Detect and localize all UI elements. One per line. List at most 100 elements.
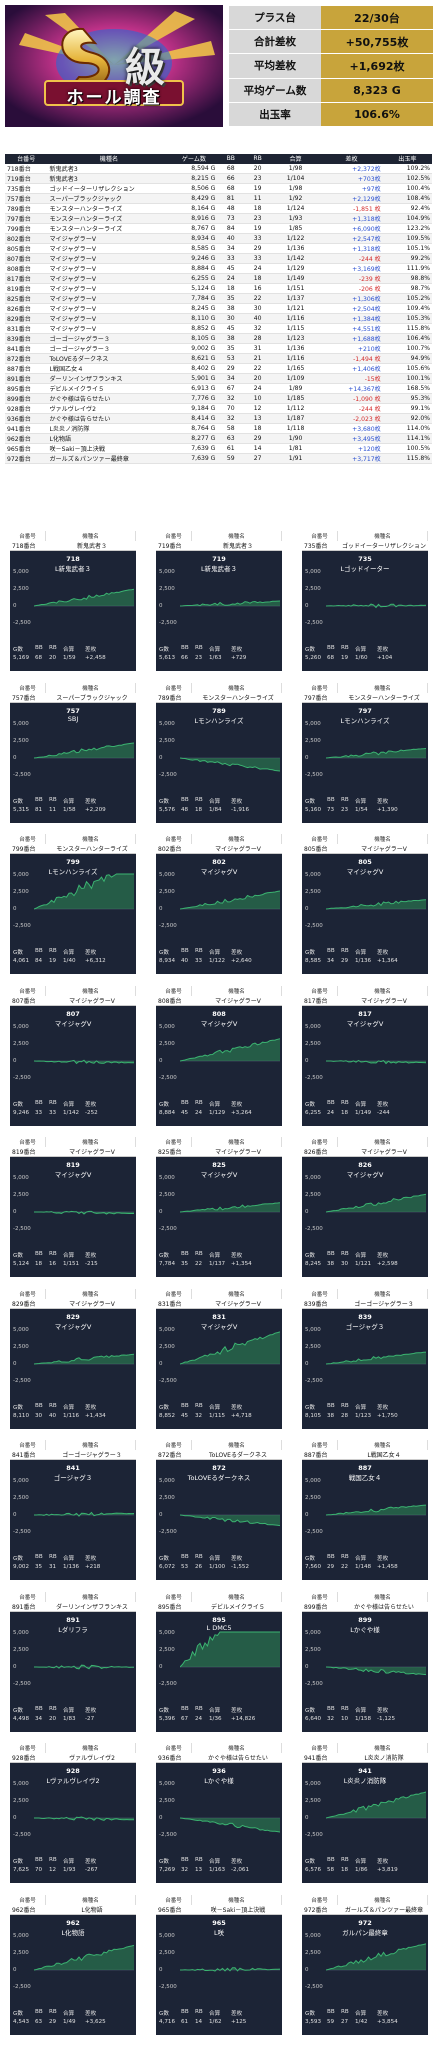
table-cell: 9,246 G bbox=[170, 253, 218, 265]
table-cell: 24 bbox=[244, 263, 271, 275]
machine-card[interactable]: 台番号 機種名 936番台 かぐや様は告らせたい 936 Lかぐや様 5,000 2,500 0… bbox=[156, 1743, 282, 1883]
card-num: 872番台 bbox=[158, 1452, 182, 1459]
table-cell: 9,184 G bbox=[170, 403, 218, 415]
table-cell: 1/91 bbox=[270, 453, 321, 465]
machine-card[interactable]: 台番号 機種名 891番台 ダーリンインザフランキス 891 Lダリフラ 5,000 2,50… bbox=[10, 1591, 136, 1732]
table-cell: 1/112 bbox=[270, 403, 321, 415]
footer-value-rb: 32 bbox=[195, 1412, 203, 1419]
machine-card[interactable]: 台番号 機種名 797番台 モンスターハンターライズ 797 Lモンハンライズ 5,000 2… bbox=[302, 682, 428, 823]
machine-card[interactable]: 台番号 機種名 899番台 かぐや様は告らせたい 899 Lかぐや様 5,000 2,500 0… bbox=[302, 1591, 428, 1732]
table-row: 895番台 デビルメイクライ５ 6,913 G 67 24 1/89 +14,367枚 168… bbox=[5, 383, 432, 395]
machine-card[interactable]: 台番号 機種名 817番台 マイジャグラーV 817 マイジャグV 5,000 2,500 0-… bbox=[302, 985, 428, 1126]
axis-tick-label: 2,500 bbox=[13, 737, 29, 744]
table-cell: 8,105 G bbox=[170, 333, 218, 345]
machine-card[interactable]: 台番号 機種名 825番台 マイジャグラーV 825 マイジャグV 5,000 2,500 0 -… bbox=[156, 1137, 282, 1277]
card-info: 972番台 ガールズ＆パンツァー最終章 bbox=[302, 1904, 428, 1915]
machine-card[interactable]: 台番号 機種名 719番台 新鬼武者３ 719 L新鬼武者３ 5,000 2,500 0 -2,5… bbox=[156, 531, 282, 671]
footer-header: 合算 bbox=[63, 1859, 75, 1865]
machine-card[interactable]: 台番号 機種名 799番台 モンスターハンターライズ 799 Lモンハンライズ 5,000 2… bbox=[10, 834, 136, 974]
machine-card[interactable]: 台番号 機種名 808番台 マイジャグラーV 808 マイジャグV 5,000 2,500 0-… bbox=[156, 985, 282, 1126]
footer-value-g: 5,260 bbox=[305, 655, 322, 661]
machine-card[interactable]: 台番号 機種名 829番台 マイジャグラーV 829 マイジャグV 5,000 2,500 0-… bbox=[10, 1288, 136, 1429]
card-info: 799番台 モンスターハンターライズ bbox=[10, 844, 136, 854]
table-cell: 32 bbox=[217, 393, 245, 405]
machine-card[interactable]: 台番号 機種名 887番台 L戦国乙女４ 887 戦国乙女４ 5,000 2,500 0 -2,5… bbox=[302, 1440, 428, 1580]
card-label: マイジャグV bbox=[346, 1019, 384, 1028]
card-big-number: 825 bbox=[212, 1161, 226, 1169]
machine-card[interactable]: 台番号 機種名 965番台 咲－Saki－頂上決戦 965 L咲 5,000 2,500 0 -2… bbox=[156, 1894, 282, 2035]
table-cell: -239 枚 bbox=[320, 273, 383, 285]
card-num: 841番台 bbox=[12, 1452, 36, 1459]
stat-label: プラス台 bbox=[229, 6, 321, 30]
table-cell: 23 bbox=[244, 213, 271, 225]
card-label: Lヴァルヴレイヴ2 bbox=[46, 1777, 100, 1785]
card-header-name: 機種名 bbox=[46, 682, 136, 693]
footer-header: G数 bbox=[13, 2010, 23, 2017]
card-header-name: 機種名 bbox=[46, 1894, 136, 1905]
header: 級 ホール調査 プラス台 22/30台 合計差枚 +50,755枚 平均差枚 +1,692… bbox=[0, 0, 437, 136]
table-cell: 29 bbox=[217, 363, 245, 375]
card-footer: G数 BB RB 合算 差枚 8,852 45 32 1/115 +4,718 bbox=[156, 1403, 282, 1419]
machine-card[interactable]: 台番号 機種名 839番台 ゴーゴージャグラー３ 839 ゴージャグ３ 5,000 2,500… bbox=[302, 1288, 428, 1429]
machine-card[interactable]: 台番号 機種名 895番台 デビルメイクライ５ 895 L DMC5 5,000 2,500 0… bbox=[156, 1591, 282, 1732]
card-num: 719番台 bbox=[158, 543, 182, 550]
machine-card[interactable]: 台番号 機種名 789番台 モンスターハンターライズ 789 Lモンハンライズ 5,000 2… bbox=[156, 682, 282, 823]
card-label: マイジャグV bbox=[54, 1322, 92, 1331]
axis-tick-label: 0 bbox=[305, 1360, 309, 1367]
machine-card[interactable]: 台番号 機種名 735番台 ゴッドイーターリザレクション 735 Lゴッドイーター 5,00… bbox=[302, 531, 428, 671]
card-num: 718番台 bbox=[12, 543, 36, 550]
chart-line bbox=[326, 1351, 426, 1364]
footer-value-bb: 63 bbox=[35, 2018, 43, 2025]
table-cell: 1/104 bbox=[270, 173, 321, 185]
footer-header: 差枚 bbox=[231, 1707, 243, 1714]
machine-card[interactable]: 台番号 機種名 807番台 マイジャグラーV 807 マイジャグV 5,000 2,500 0-… bbox=[10, 985, 136, 1126]
card-num: 899番台 bbox=[304, 1603, 328, 1611]
table-cell: +14,367枚 bbox=[320, 383, 383, 395]
machine-card[interactable]: 台番号 機種名 831番台 マイジャグラーV 831 マイジャグV 5,000 2,500 0-… bbox=[156, 1288, 282, 1429]
table-cell: 114.0% bbox=[382, 423, 432, 435]
footer-header: 合算 bbox=[209, 2010, 221, 2017]
axis-tick-label: 0 bbox=[305, 906, 309, 912]
machine-card[interactable]: 台番号 機種名 826番台 マイジャグラーV 826 マイジャグV 5,000 2,500 0 -… bbox=[302, 1137, 428, 1277]
card-big-number: 808 bbox=[212, 1009, 226, 1018]
axis-tick-label: -2,500 bbox=[305, 1226, 323, 1232]
table-cell: 5,124 G bbox=[170, 283, 218, 295]
footer-header: BB bbox=[181, 796, 189, 803]
footer-header: BB bbox=[327, 1251, 335, 1257]
table-cell: 95.3% bbox=[382, 393, 432, 405]
machine-card[interactable]: 台番号 機種名 819番台 マイジャグラーV 819 マイジャグV 5,000 2,500 0 -… bbox=[10, 1137, 136, 1277]
machine-card[interactable]: 台番号 機種名 841番台 ゴーゴージャグラー３ 841 ゴージャグ３ 5,000 2,500… bbox=[10, 1440, 136, 1580]
footer-headers: G数 BB RB 合算 差枚 bbox=[156, 1706, 282, 1714]
card-label: マイジャグV bbox=[200, 1322, 238, 1331]
card-label: Lダリフラ bbox=[58, 1625, 88, 1634]
card-big-number: 887 bbox=[358, 1464, 372, 1472]
difference-chart bbox=[326, 1059, 426, 1064]
footer-value-g: 6,072 bbox=[159, 1564, 176, 1570]
footer-header: BB bbox=[35, 1251, 43, 1257]
card-header-num: 台番号 bbox=[302, 1440, 338, 1450]
table-cell: 11 bbox=[244, 193, 271, 205]
machine-card[interactable]: 台番号 機種名 718番台 新鬼武者３ 718 L新鬼武者３ 5,000 2,500 0 -2,5… bbox=[10, 531, 136, 671]
table-row: 825番台 マイジャグラーV 7,784 G 35 22 1/137 +1,306枚 105.… bbox=[5, 293, 432, 305]
footer-header: G数 bbox=[159, 1404, 169, 1411]
table-cell: +2,504枚 bbox=[320, 303, 383, 315]
chart-line bbox=[180, 600, 280, 607]
table-row: 887番台 L戦国乙女４ 8,402 G 29 22 1/165 +1,406枚 105.6% bbox=[5, 363, 432, 375]
machine-card[interactable]: 台番号 機種名 757番台 スーパーブラックジャック 757 SBJ 5,000 2,500 0… bbox=[10, 682, 136, 823]
machine-card[interactable]: 台番号 機種名 802番台 マイジャグラーV 802 マイジャグV 5,000 2,500 0 -… bbox=[156, 834, 282, 974]
footer-header: 合算 bbox=[63, 1253, 75, 1259]
machine-card[interactable]: 台番号 機種名 872番台 ToLOVEるダークネス 872 ToLOVEるダークネス 5,… bbox=[156, 1440, 282, 1580]
machine-card[interactable]: 台番号 機種名 805番台 マイジャグラーV 805 マイジャグV 5,000 2,500 0 -… bbox=[302, 834, 428, 974]
chart-line bbox=[34, 1210, 134, 1215]
machine-card[interactable]: 台番号 機種名 941番台 L炎炎ノ消防隊 941 L炎炎ノ消防隊 5,000 2,500 0 -… bbox=[302, 1743, 428, 1883]
machine-card[interactable]: 台番号 機種名 928番台 ヴァルヴレイヴ2 928 Lヴァルヴレイヴ2 5,000 2,50… bbox=[10, 1743, 136, 1883]
axis-tick-label: -2,500 bbox=[305, 620, 323, 626]
machine-card[interactable]: 台番号 機種名 962番台 L化物語 962 L化物語 5,000 2,500 0 -2,500 G… bbox=[10, 1894, 136, 2035]
footer-value-rb: 31 bbox=[49, 1564, 57, 1570]
axis-tick-label: 5,000 bbox=[159, 569, 175, 575]
footer-header: 差枚 bbox=[85, 1404, 97, 1411]
card-machine: ゴーゴージャグラー３ bbox=[354, 1300, 414, 1308]
table-cell: 1/187 bbox=[270, 413, 321, 425]
machine-card[interactable]: 台番号 機種名 972番台 ガールズ＆パンツァー最終章 972 ガルパン最終章 5,000 2… bbox=[302, 1894, 428, 2035]
footer-header: BB bbox=[327, 796, 335, 803]
